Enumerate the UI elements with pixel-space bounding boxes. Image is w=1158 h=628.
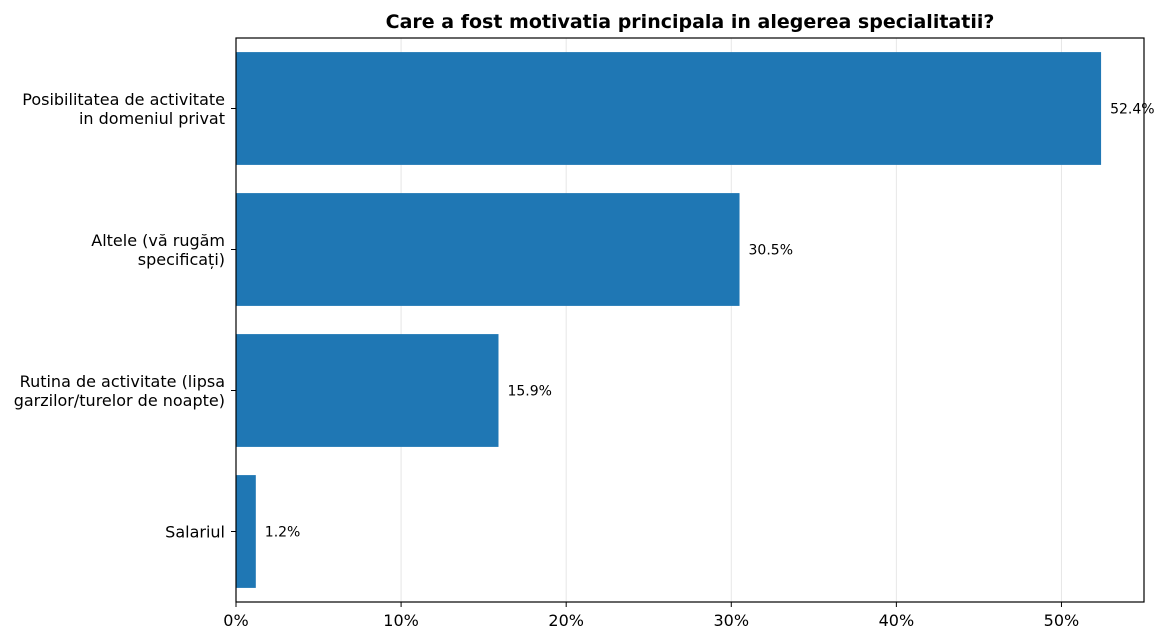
x-ticks: 0% 10% 20% 30% 40% 50% — [223, 602, 1079, 628]
category-label: Posibilitatea de activitate — [22, 90, 225, 109]
category-label: garzilor/turelor de noapte) — [14, 391, 225, 410]
data-labels: 52.4% 30.5% 15.9% 1.2% — [265, 102, 1155, 541]
bar — [236, 334, 499, 447]
category-label: Altele (vă rugăm — [91, 231, 225, 250]
category-label: specificați) — [138, 250, 225, 269]
category-label: Salariul — [165, 523, 225, 542]
bar — [236, 475, 256, 588]
category-label: Rutina de activitate (lipsa — [20, 372, 225, 391]
bar-value-label: 52.4% — [1110, 102, 1154, 118]
x-tick-label: 30% — [713, 611, 749, 628]
bar — [236, 193, 740, 306]
bars — [236, 52, 1102, 588]
bar-value-label: 30.5% — [749, 243, 793, 259]
chart-title: Care a fost motivatia principala in aleg… — [386, 11, 995, 33]
plot-frame — [235, 37, 1145, 603]
x-tick-label: 50% — [1044, 611, 1080, 628]
bar-value-label: 15.9% — [507, 384, 551, 400]
x-tick-label: 10% — [383, 611, 419, 628]
category-label: in domeniul privat — [79, 109, 225, 128]
x-tick-label: 40% — [879, 611, 915, 628]
bar-value-label: 1.2% — [265, 525, 301, 541]
x-tick-label: 0% — [223, 611, 248, 628]
x-tick-label: 20% — [548, 611, 584, 628]
bar — [236, 52, 1102, 165]
